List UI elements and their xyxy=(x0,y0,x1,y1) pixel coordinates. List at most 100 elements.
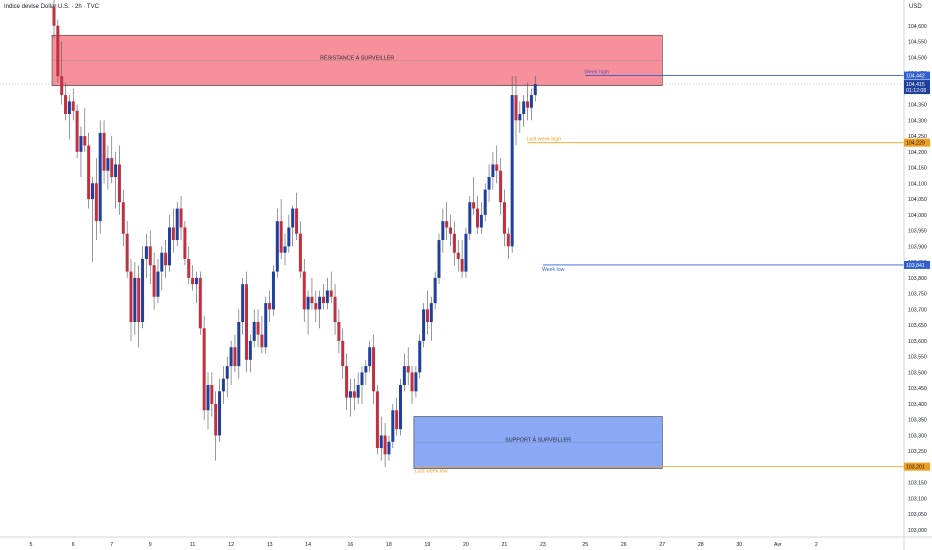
candle-body[interactable] xyxy=(310,296,314,304)
candle-body[interactable] xyxy=(133,277,137,322)
candle-body[interactable] xyxy=(422,309,426,341)
candle-body[interactable] xyxy=(98,132,102,222)
candle-body[interactable] xyxy=(75,110,79,152)
candle-body[interactable] xyxy=(91,183,94,200)
candle-body[interactable] xyxy=(352,391,356,398)
candle-body[interactable] xyxy=(333,296,337,322)
candle-body[interactable] xyxy=(399,385,402,430)
candle-body[interactable] xyxy=(476,208,479,228)
candle-body[interactable] xyxy=(360,372,364,386)
candle-body[interactable] xyxy=(437,240,441,278)
candle-body[interactable] xyxy=(214,403,218,436)
candle-body[interactable] xyxy=(348,391,352,398)
candle-body[interactable] xyxy=(452,233,456,253)
candle-body[interactable] xyxy=(529,95,533,108)
candle-body[interactable] xyxy=(237,322,241,367)
candle-body[interactable] xyxy=(233,347,237,367)
candle-body[interactable] xyxy=(410,372,414,392)
candle-body[interactable] xyxy=(144,246,148,259)
candle-body[interactable] xyxy=(395,410,399,430)
candle-body[interactable] xyxy=(487,177,491,190)
candle-body[interactable] xyxy=(518,114,522,121)
candle-body[interactable] xyxy=(514,95,518,121)
candle-body[interactable] xyxy=(287,227,291,247)
candle-body[interactable] xyxy=(252,322,256,341)
candle-body[interactable] xyxy=(129,271,133,322)
candle-body[interactable] xyxy=(179,208,183,228)
candle-body[interactable] xyxy=(106,158,110,171)
candle-body[interactable] xyxy=(245,284,248,360)
candle-body[interactable] xyxy=(152,265,156,297)
candle-body[interactable] xyxy=(268,303,272,310)
candle-body[interactable] xyxy=(260,334,264,348)
candle-body[interactable] xyxy=(283,246,287,253)
candle-body[interactable] xyxy=(64,95,68,114)
candle-body[interactable] xyxy=(52,6,56,26)
candle-body[interactable] xyxy=(460,258,464,272)
candle-body[interactable] xyxy=(372,347,376,392)
candle-body[interactable] xyxy=(141,258,145,322)
candle-body[interactable] xyxy=(229,347,233,367)
candle-body[interactable] xyxy=(472,202,476,209)
candle-body[interactable] xyxy=(522,101,526,114)
candle-body[interactable] xyxy=(418,340,422,373)
candle-body[interactable] xyxy=(125,233,129,272)
candle-body[interactable] xyxy=(306,296,310,310)
candle-body[interactable] xyxy=(210,385,214,404)
candle-body[interactable] xyxy=(329,290,333,297)
candle-body[interactable] xyxy=(160,252,164,272)
candle-body[interactable] xyxy=(117,164,121,203)
candle-body[interactable] xyxy=(483,189,487,215)
candle-body[interactable] xyxy=(225,366,229,379)
candle-body[interactable] xyxy=(60,76,64,96)
candle-body[interactable] xyxy=(491,164,495,178)
candle-body[interactable] xyxy=(164,252,168,266)
candle-body[interactable] xyxy=(187,258,191,278)
candle-body[interactable] xyxy=(337,322,341,341)
candle-body[interactable] xyxy=(248,340,252,360)
candle-body[interactable] xyxy=(56,25,60,77)
candle-body[interactable] xyxy=(94,183,98,222)
candle-body[interactable] xyxy=(110,158,114,178)
candle-body[interactable] xyxy=(271,271,275,310)
candle-body[interactable] xyxy=(391,410,395,442)
candle-body[interactable] xyxy=(318,296,322,310)
candle-body[interactable] xyxy=(183,227,187,259)
candle-body[interactable] xyxy=(256,322,260,335)
candle-body[interactable] xyxy=(241,284,245,322)
candle-body[interactable] xyxy=(291,208,295,228)
candle-body[interactable] xyxy=(433,277,437,304)
candle-body[interactable] xyxy=(87,145,91,200)
candle-body[interactable] xyxy=(148,246,152,266)
candle-body[interactable] xyxy=(495,164,499,171)
candle-body[interactable] xyxy=(137,277,141,322)
candle-body[interactable] xyxy=(114,164,118,178)
candle-body[interactable] xyxy=(275,221,279,272)
candle-body[interactable] xyxy=(194,277,198,285)
candle-body[interactable] xyxy=(198,277,202,329)
candle-body[interactable] xyxy=(71,101,75,111)
candle-body[interactable] xyxy=(341,340,345,367)
candle-body[interactable] xyxy=(387,441,391,455)
candle-body[interactable] xyxy=(533,84,537,96)
candle-body[interactable] xyxy=(499,170,503,203)
candle-body[interactable] xyxy=(314,303,318,310)
candle-body[interactable] xyxy=(406,366,410,373)
candle-body[interactable] xyxy=(441,221,445,241)
candle-body[interactable] xyxy=(510,95,514,247)
candle-body[interactable] xyxy=(302,271,306,310)
candle-body[interactable] xyxy=(368,347,372,367)
candle-body[interactable] xyxy=(414,372,418,392)
candle-body[interactable] xyxy=(168,227,171,266)
candle-body[interactable] xyxy=(325,290,329,304)
candle-body[interactable] xyxy=(322,296,325,304)
candle-body[interactable] xyxy=(479,214,483,228)
candle-body[interactable] xyxy=(156,271,160,297)
candle-body[interactable] xyxy=(67,101,71,114)
candle-body[interactable] xyxy=(506,233,510,247)
candle-body[interactable] xyxy=(298,233,302,272)
candle-body[interactable] xyxy=(449,227,453,234)
candle-body[interactable] xyxy=(356,385,360,398)
candle-body[interactable] xyxy=(364,366,368,373)
candle-body[interactable] xyxy=(102,132,106,171)
